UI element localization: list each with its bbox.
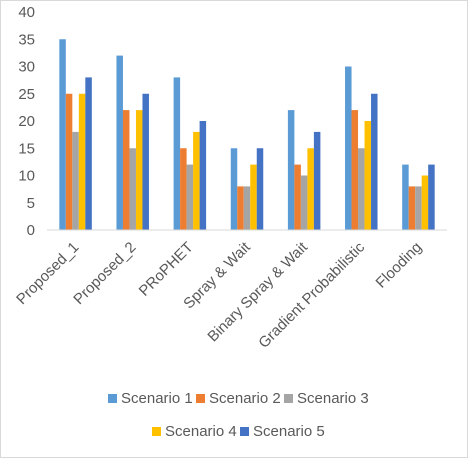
- bar-scenario-2: [408, 186, 416, 230]
- bar-scenario-3: [300, 175, 308, 230]
- bar-scenario-1: [116, 55, 123, 230]
- y-axis-labels: 0 5 10 15 20 25 30 35 40: [18, 4, 35, 239]
- legend-swatch: [152, 427, 161, 436]
- legend-swatch: [284, 394, 293, 403]
- bar-scenario-1: [59, 39, 66, 230]
- y-tick-label: 20: [18, 113, 35, 130]
- y-tick-label: 15: [18, 140, 35, 157]
- legend-swatch: [240, 427, 249, 436]
- bar-scenario-2: [180, 148, 187, 230]
- bar-scenario-1: [287, 110, 295, 230]
- bar-scenario-5: [199, 121, 207, 230]
- bar-scenario-4: [250, 164, 257, 230]
- legend-label: Scenario 3: [297, 390, 369, 407]
- bar-scenario-3: [129, 148, 136, 230]
- bar-scenario-4: [307, 148, 314, 230]
- bar-scenario-3: [358, 148, 365, 230]
- bar-scenario-1: [345, 66, 352, 230]
- bar-scenario-1: [230, 148, 238, 230]
- y-tick-label: 35: [18, 31, 35, 48]
- bar-scenario-2: [237, 186, 244, 230]
- bar-scenario-4: [193, 131, 200, 230]
- bar-scenario-3: [186, 164, 194, 230]
- legend-swatch: [108, 394, 117, 403]
- bar-scenario-2: [122, 110, 130, 230]
- bar-scenario-2: [294, 164, 301, 230]
- y-tick-label: 5: [27, 195, 35, 212]
- bar-scenario-5: [371, 93, 378, 230]
- x-category-label: PRoPHET: [136, 239, 197, 300]
- bar-scenario-3: [243, 186, 251, 230]
- bar-scenario-2: [351, 110, 359, 230]
- bar-scenario-4: [135, 110, 143, 230]
- bar-scenario-1: [173, 77, 181, 231]
- legend-label: Scenario 4: [165, 423, 237, 440]
- bar-scenario-3: [72, 131, 79, 230]
- legend-swatch: [196, 394, 205, 403]
- bar-scenario-3: [415, 186, 422, 230]
- legend: Scenario 1 Scenario 2 Scenario 3 Scenario 4…: [108, 390, 369, 440]
- y-tick-label: 40: [18, 4, 35, 21]
- bar-scenario-1: [402, 164, 409, 230]
- bar-scenario-2: [65, 93, 73, 230]
- x-category-label: Binary Spray & Wait: [204, 238, 311, 345]
- legend-label: Scenario 1: [121, 390, 193, 407]
- y-tick-label: 10: [18, 168, 35, 185]
- legend-label: Scenario 2: [209, 390, 281, 407]
- bar-scenario-5: [428, 164, 435, 230]
- y-tick-label: 0: [27, 222, 35, 239]
- bar-scenario-4: [78, 93, 86, 230]
- y-tick-label: 30: [18, 59, 35, 76]
- x-category-label: Gradient Probabilistic: [255, 238, 368, 351]
- bar-scenario-5: [256, 148, 264, 230]
- bar-scenario-4: [364, 121, 372, 230]
- bars: [59, 39, 435, 231]
- bar-scenario-5: [313, 131, 321, 230]
- bar-scenario-5: [85, 77, 92, 231]
- y-tick-label: 25: [18, 86, 35, 103]
- legend-label: Scenario 5: [253, 423, 325, 440]
- x-category-label: Flooding: [373, 239, 426, 292]
- bar-scenario-5: [142, 93, 149, 230]
- bar-scenario-4: [421, 175, 429, 230]
